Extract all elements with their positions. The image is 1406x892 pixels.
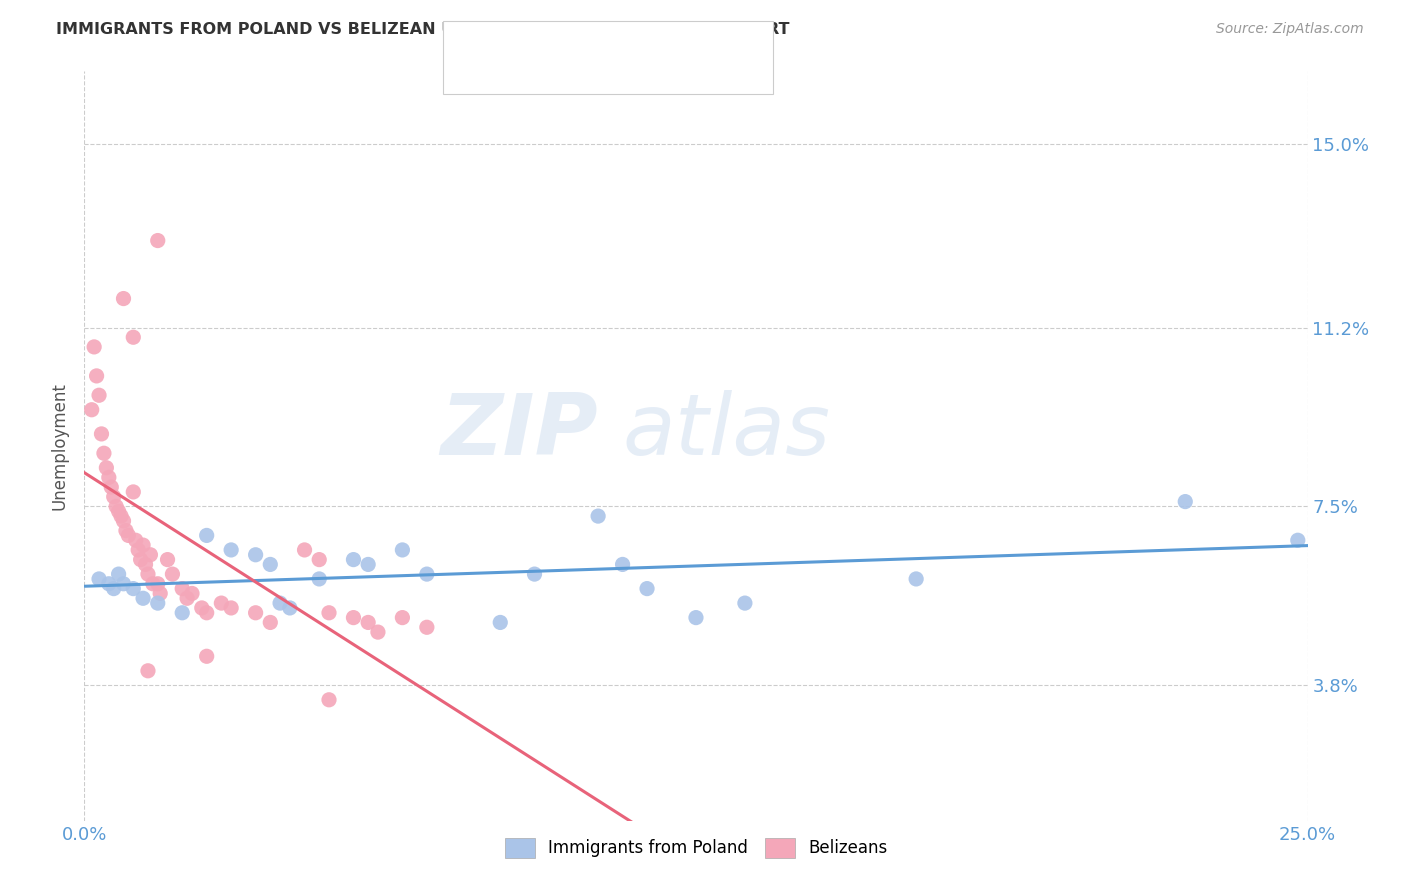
Point xyxy=(90,426,112,441)
Text: N =: N = xyxy=(598,65,634,83)
Point xyxy=(146,596,169,610)
Point xyxy=(103,582,125,596)
Point xyxy=(115,524,138,538)
Point xyxy=(83,340,105,354)
Point xyxy=(367,625,389,640)
Point xyxy=(489,615,512,630)
Point xyxy=(97,576,120,591)
Text: 51: 51 xyxy=(637,65,659,83)
Point xyxy=(523,567,546,582)
Legend: Immigrants from Poland, Belizeans: Immigrants from Poland, Belizeans xyxy=(498,831,894,864)
Point xyxy=(209,596,232,610)
Point xyxy=(172,606,194,620)
Point xyxy=(1286,533,1309,548)
Point xyxy=(142,576,165,591)
Point xyxy=(357,558,380,572)
Point xyxy=(112,292,135,306)
Point xyxy=(219,601,242,615)
Point xyxy=(110,509,132,524)
Text: 0.200: 0.200 xyxy=(546,65,598,83)
Point xyxy=(112,514,135,528)
Point xyxy=(122,330,145,344)
Point xyxy=(191,601,214,615)
Point xyxy=(318,606,340,620)
Point xyxy=(129,552,152,566)
Point xyxy=(156,552,179,566)
Point xyxy=(107,504,129,518)
Point xyxy=(80,402,103,417)
Point xyxy=(93,446,115,460)
Point xyxy=(97,470,120,484)
Point xyxy=(269,596,291,610)
Text: Source: ZipAtlas.com: Source: ZipAtlas.com xyxy=(1216,22,1364,37)
Point xyxy=(136,567,159,582)
Point xyxy=(149,586,172,600)
Point xyxy=(100,480,122,494)
Point xyxy=(245,548,267,562)
Point xyxy=(308,572,330,586)
Point xyxy=(162,567,184,582)
Text: ZIP: ZIP xyxy=(440,390,598,473)
Point xyxy=(416,567,439,582)
Point xyxy=(87,572,110,586)
Point xyxy=(176,591,198,606)
Text: N =: N = xyxy=(598,35,634,53)
Point xyxy=(87,388,110,402)
Text: 30: 30 xyxy=(637,35,659,53)
Point xyxy=(105,500,128,514)
Text: R = -: R = - xyxy=(502,65,544,83)
Point xyxy=(294,543,316,558)
Point xyxy=(112,576,135,591)
Text: R =: R = xyxy=(502,35,538,53)
Point xyxy=(146,234,169,248)
Point xyxy=(195,528,218,542)
Point xyxy=(122,582,145,596)
Point xyxy=(391,543,413,558)
Point xyxy=(125,533,148,548)
Point xyxy=(612,558,634,572)
Point xyxy=(416,620,439,634)
Point xyxy=(342,552,364,566)
Text: 0.106: 0.106 xyxy=(546,35,598,53)
Point xyxy=(127,543,149,558)
Point xyxy=(132,591,155,606)
Point xyxy=(135,558,157,572)
Point xyxy=(318,693,340,707)
Point xyxy=(136,664,159,678)
Point xyxy=(86,368,108,383)
Point xyxy=(308,552,330,566)
Point xyxy=(146,576,169,591)
Point xyxy=(245,606,267,620)
Point xyxy=(195,649,218,664)
Point xyxy=(1174,494,1197,508)
Point xyxy=(122,484,145,499)
Point xyxy=(685,610,707,624)
Point xyxy=(259,615,281,630)
Point xyxy=(107,567,129,582)
Point xyxy=(905,572,928,586)
Point xyxy=(195,606,218,620)
Point xyxy=(636,582,658,596)
Point xyxy=(586,509,609,524)
Point xyxy=(391,610,413,624)
Point xyxy=(103,490,125,504)
Point xyxy=(96,460,118,475)
Point xyxy=(342,610,364,624)
Point xyxy=(139,548,162,562)
Point xyxy=(734,596,756,610)
Point xyxy=(172,582,194,596)
Point xyxy=(259,558,281,572)
Text: IMMIGRANTS FROM POLAND VS BELIZEAN UNEMPLOYMENT CORRELATION CHART: IMMIGRANTS FROM POLAND VS BELIZEAN UNEMP… xyxy=(56,22,790,37)
Point xyxy=(219,543,242,558)
Text: atlas: atlas xyxy=(623,390,831,473)
Point xyxy=(357,615,380,630)
Point xyxy=(181,586,204,600)
Point xyxy=(117,528,139,542)
Y-axis label: Unemployment: Unemployment xyxy=(51,382,69,510)
Point xyxy=(132,538,155,552)
Point xyxy=(278,601,301,615)
